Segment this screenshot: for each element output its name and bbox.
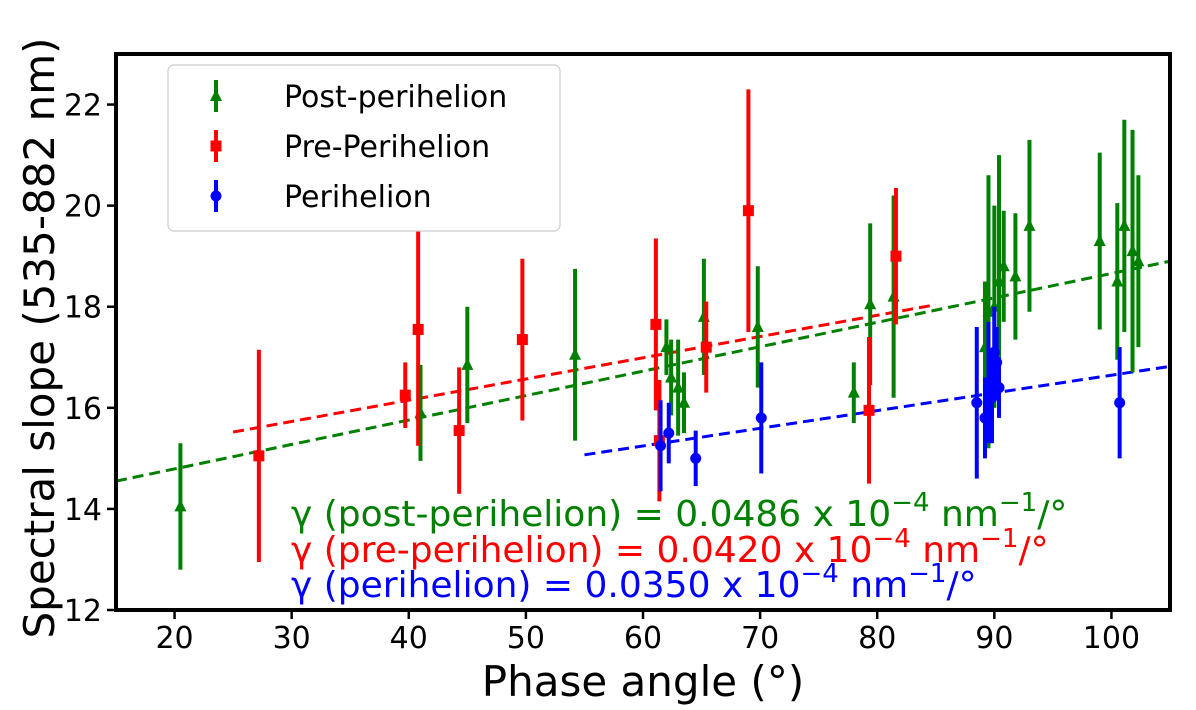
data-point — [993, 382, 1005, 394]
data-point — [174, 499, 187, 512]
legend-label: Pre-Perihelion — [284, 130, 490, 165]
legend-label: Perihelion — [284, 180, 432, 215]
data-point — [665, 370, 678, 383]
data-point — [663, 427, 675, 439]
data-point — [399, 389, 411, 401]
data-point — [569, 347, 582, 360]
data-point — [690, 452, 702, 464]
data-point — [253, 450, 265, 462]
legend-marker — [210, 89, 222, 101]
data-point — [997, 259, 1010, 272]
y-tick-label: 14 — [64, 493, 102, 528]
y-tick-label: 22 — [64, 89, 102, 124]
x-tick-label: 80 — [858, 621, 896, 656]
fit-line-perihelion — [584, 364, 1171, 457]
data-point — [461, 357, 474, 370]
data-point — [863, 404, 875, 416]
series-perihelion — [655, 306, 1126, 492]
data-point — [672, 380, 685, 393]
data-point — [1111, 274, 1124, 287]
x-tick-label: 30 — [273, 621, 311, 656]
data-point — [1118, 218, 1131, 231]
legend: Post-perihelion Pre-Perihelion Perihelion — [167, 64, 561, 232]
x-tick-label: 60 — [624, 621, 662, 656]
annotation-perihelion: γ (perihelion) = 0.0350 x 10−4 nm−1/° — [291, 559, 977, 606]
x-tick-label: 90 — [975, 621, 1013, 656]
y-tick-label: 12 — [64, 594, 102, 629]
data-point — [1009, 269, 1022, 282]
y-tick-label: 18 — [64, 291, 102, 326]
data-point — [742, 205, 754, 217]
legend-box — [167, 64, 561, 232]
y-axis-label: Spectral slope (535-882 nm) — [15, 38, 64, 639]
data-point — [650, 318, 662, 330]
data-point — [1132, 254, 1145, 267]
x-tick-label: 100 — [1083, 621, 1140, 656]
y-tick-label: 16 — [64, 392, 102, 427]
data-point — [751, 319, 764, 332]
data-point — [412, 323, 424, 335]
data-point — [847, 385, 860, 398]
data-point — [700, 341, 712, 353]
y-axis-ticks: 12 14 16 18 20 22 — [64, 89, 116, 629]
legend-marker — [210, 190, 222, 202]
annotation-post-perihelion: γ (post-perihelion) = 0.0486 x 10−4 nm−1… — [291, 488, 1067, 535]
x-tick-label: 40 — [390, 621, 428, 656]
data-point — [677, 395, 690, 408]
legend-item-pre-perihelion: Pre-Perihelion — [210, 130, 490, 165]
legend-marker — [210, 140, 222, 152]
series-pre-perihelion — [253, 89, 902, 562]
data-points — [174, 89, 1145, 570]
x-axis-ticks: 20 30 40 50 60 70 80 90 100 — [155, 610, 1140, 656]
x-tick-label: 50 — [507, 621, 545, 656]
data-point — [1114, 397, 1126, 409]
data-point — [453, 425, 465, 437]
data-point — [516, 334, 528, 346]
x-axis-label: Phase angle (°) — [482, 657, 804, 706]
legend-item-post-perihelion: Post-perihelion — [210, 80, 507, 115]
slope-annotations: γ (post-perihelion) = 0.0486 x 10−4 nm−1… — [291, 488, 1067, 606]
legend-item-perihelion: Perihelion — [210, 180, 432, 215]
data-point — [1126, 244, 1139, 257]
fit-line-pre-perihelion — [232, 303, 937, 434]
annotation-pre-perihelion: γ (pre-perihelion) = 0.0420 x 10−4 nm−1/… — [291, 524, 1049, 571]
legend-label: Post-perihelion — [284, 80, 507, 115]
fit-line-post-perihelion — [115, 259, 1171, 483]
data-point — [655, 440, 667, 452]
data-point — [1093, 234, 1106, 247]
data-point — [982, 304, 995, 317]
data-point — [755, 412, 767, 424]
x-tick-label: 70 — [741, 621, 779, 656]
data-point — [864, 297, 877, 310]
fit-lines — [115, 259, 1171, 483]
data-point — [971, 397, 983, 409]
data-point — [890, 250, 902, 262]
data-point — [1023, 218, 1036, 231]
y-tick-label: 20 — [64, 190, 102, 225]
x-tick-label: 20 — [155, 621, 193, 656]
